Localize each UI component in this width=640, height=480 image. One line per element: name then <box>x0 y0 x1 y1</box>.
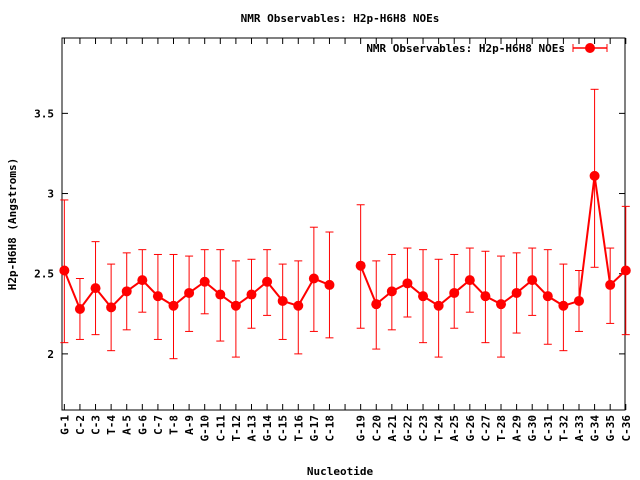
data-point <box>308 273 319 284</box>
x-tick-label: G-17 <box>308 415 321 442</box>
x-tick-label: G-10 <box>199 415 212 442</box>
x-tick-label: C-36 <box>620 415 633 442</box>
legend-marker <box>585 43 595 53</box>
data-point <box>573 295 584 306</box>
x-tick-label: T-24 <box>433 415 446 442</box>
data-point <box>74 303 85 314</box>
data-point <box>230 300 241 311</box>
x-tick-label: C-3 <box>90 415 103 435</box>
data-point <box>324 279 335 290</box>
data-point <box>199 276 210 287</box>
data-point <box>480 291 491 302</box>
x-tick-label: C-18 <box>323 415 336 442</box>
data-point <box>496 299 507 310</box>
x-tick-label: C-15 <box>277 415 290 442</box>
x-tick-label: T-4 <box>105 415 118 435</box>
x-axis-label: Nucleotide <box>307 465 374 478</box>
x-tick-label: A-13 <box>245 415 258 442</box>
x-tick-label: T-16 <box>292 415 305 442</box>
x-tick-label: C-2 <box>74 415 87 435</box>
x-tick-label: G-26 <box>464 415 477 442</box>
x-tick-label: T-32 <box>557 415 570 442</box>
x-tick-label: C-23 <box>417 415 430 442</box>
data-point <box>152 291 163 302</box>
x-tick-label: A-33 <box>573 415 586 442</box>
x-tick-label: G-35 <box>604 415 617 442</box>
x-tick-label: T-8 <box>168 415 181 435</box>
x-tick-label: G-30 <box>526 415 539 442</box>
data-point <box>511 287 522 298</box>
data-point <box>137 275 148 286</box>
data-point <box>605 279 616 290</box>
data-point <box>371 299 382 310</box>
data-point <box>355 260 366 271</box>
data-point <box>184 287 195 298</box>
data-point <box>386 286 397 297</box>
x-tick-label: G-34 <box>589 415 602 442</box>
data-point <box>542 291 553 302</box>
data-point <box>402 278 413 289</box>
data-point <box>168 300 179 311</box>
y-tick-label: 3.5 <box>34 107 54 120</box>
y-axis: 2 2.5 3 3.5 <box>34 107 625 361</box>
data-point <box>620 265 631 276</box>
x-tick-label: G-6 <box>136 415 149 435</box>
y-tick-label: 2 <box>47 348 54 361</box>
data-point <box>293 300 304 311</box>
x-tick-label: T-12 <box>230 415 243 442</box>
data-point <box>215 289 226 300</box>
data-point <box>418 291 429 302</box>
data-point <box>558 300 569 311</box>
y-tick-label: 3 <box>47 188 54 201</box>
chart-title: NMR Observables: H2p-H6H8 NOEs <box>241 12 440 25</box>
data-point <box>433 300 444 311</box>
x-tick-label: A-29 <box>511 415 524 442</box>
data-point <box>106 302 117 313</box>
data-point <box>246 289 257 300</box>
x-tick-label: A-21 <box>386 415 399 442</box>
data-point <box>589 170 600 181</box>
x-tick-label: A-9 <box>183 415 196 435</box>
x-axis: G-1 C-2 C-3 T-4 A-5 G-6 C-7 T-8 A-9 G-10 C-11 T-12 A… <box>58 38 633 442</box>
data-point <box>527 275 538 286</box>
data-series <box>59 88 631 360</box>
data-point <box>121 286 132 297</box>
data-point <box>449 287 460 298</box>
data-point <box>59 265 70 276</box>
legend-label: NMR Observables: H2p-H6H8 NOEs <box>366 42 565 55</box>
x-tick-label: G-1 <box>58 415 71 435</box>
y-axis-label: H2p-H6H8 (Angstroms) <box>6 158 19 290</box>
data-point <box>262 276 273 287</box>
x-tick-label: C-31 <box>542 415 555 442</box>
y-tick-label: 2.5 <box>34 268 54 281</box>
x-tick-label: C-27 <box>479 415 492 442</box>
data-point <box>464 275 475 286</box>
data-point <box>277 295 288 306</box>
x-tick-label: A-25 <box>448 415 461 442</box>
x-tick-label: G-22 <box>401 415 414 442</box>
data-point <box>90 283 101 294</box>
x-tick-label: G-14 <box>261 415 274 442</box>
x-tick-label: G-19 <box>355 415 368 442</box>
x-tick-label: T-28 <box>495 415 508 442</box>
x-tick-label: C-7 <box>152 415 165 435</box>
legend: NMR Observables: H2p-H6H8 NOEs <box>366 42 608 55</box>
x-tick-label: C-11 <box>214 415 227 442</box>
plot-frame <box>61 37 626 411</box>
x-tick-label: C-20 <box>370 415 383 442</box>
x-tick-label: A-5 <box>121 415 134 435</box>
